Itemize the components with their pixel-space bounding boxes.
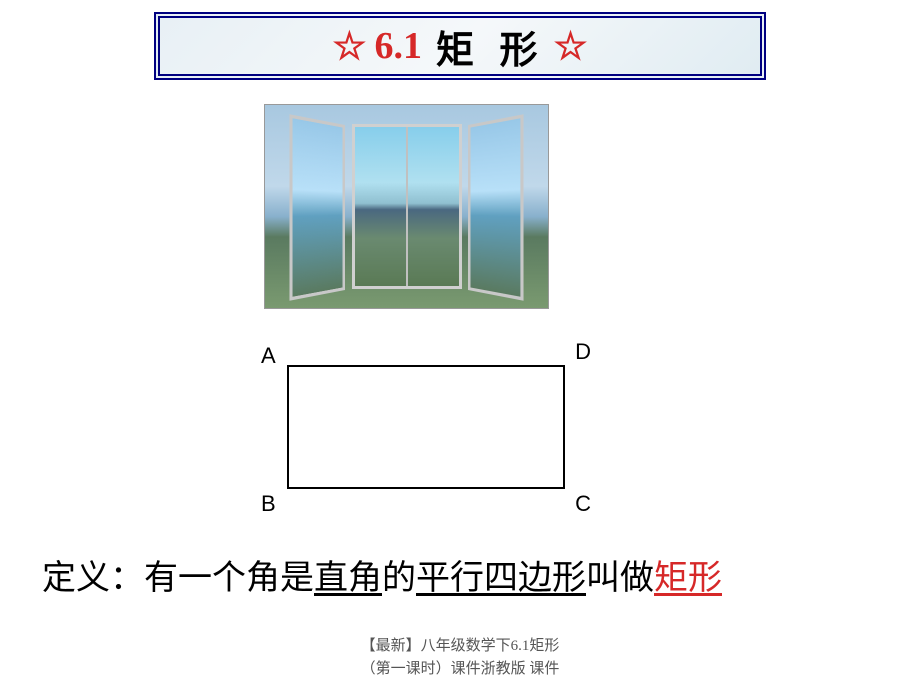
definition-text: 定义：有一个角是 直角 的 平行四边形 叫做 矩形: [42, 550, 722, 599]
def-right-angle: 直角: [314, 550, 382, 599]
window-right-pane: [468, 114, 524, 300]
window-frame: [265, 105, 548, 308]
vertex-label-C: C: [575, 491, 591, 517]
star-right-icon: ☆: [554, 24, 588, 69]
footer-line1: 【最新】八年级数学下6.1矩形: [361, 635, 560, 658]
window-divider: [406, 127, 408, 286]
vertex-label-A: A: [261, 343, 276, 369]
title-text: 矩 形: [436, 19, 546, 74]
footer-citation: 【最新】八年级数学下6.1矩形 （第一课时）课件浙教版 课件: [361, 635, 560, 680]
def-parallelogram: 平行四边形: [416, 550, 586, 599]
title-content: ☆ 6.1 矩 形 ☆: [332, 19, 587, 74]
rectangle-shape: [287, 365, 565, 489]
window-left-pane: [289, 114, 345, 300]
window-center-pane: [352, 124, 462, 289]
title-number: 6.1: [374, 24, 422, 68]
def-suffix: 叫做: [586, 550, 654, 599]
def-rectangle-term: 矩形: [654, 550, 722, 599]
title-box: ☆ 6.1 矩 形 ☆: [154, 12, 766, 80]
vertex-label-B: B: [261, 491, 276, 517]
rectangle-diagram: A B C D: [287, 365, 565, 489]
star-left-icon: ☆: [332, 24, 366, 69]
vertex-label-D: D: [575, 339, 591, 365]
window-photo: [264, 104, 549, 309]
def-prefix: 定义：有一个角是: [42, 550, 314, 599]
def-mid: 的: [382, 550, 416, 599]
footer-line2: （第一课时）课件浙教版 课件: [361, 658, 560, 681]
